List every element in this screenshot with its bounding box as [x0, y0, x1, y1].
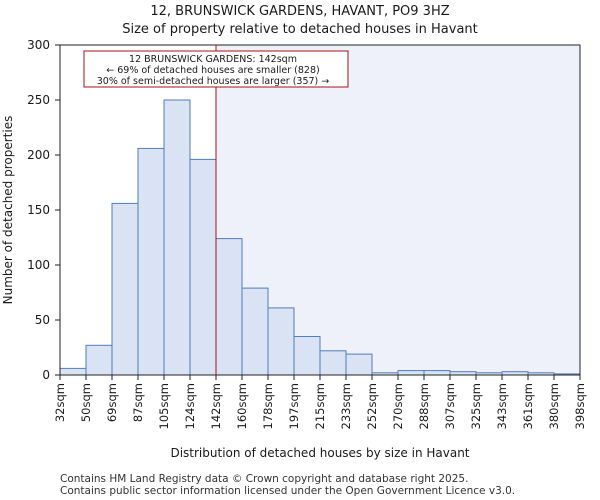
x-tick-label-380sqm: 380sqm — [547, 383, 561, 429]
x-tick-label-178sqm: 178sqm — [261, 383, 275, 429]
y-tick-label-300: 300 — [27, 38, 50, 52]
x-tick-label-398sqm: 398sqm — [573, 383, 587, 429]
y-tick-label-100: 100 — [27, 258, 50, 272]
y-tick-label-250: 250 — [27, 93, 50, 107]
y-tick-label-150: 150 — [27, 203, 50, 217]
x-tick-label-361sqm: 361sqm — [521, 383, 535, 429]
bar-160sqm — [241, 287, 269, 376]
x-tick-label-87sqm: 87sqm — [131, 383, 145, 422]
bar-197sqm — [293, 336, 321, 376]
bar-87sqm — [137, 147, 165, 376]
x-tick-label-343sqm: 343sqm — [495, 383, 509, 429]
x-tick-label-307sqm: 307sqm — [443, 383, 457, 429]
bar-142sqm — [215, 238, 243, 376]
x-tick-label-50sqm: 50sqm — [79, 383, 93, 422]
chart-title: 12, BRUNSWICK GARDENS, HAVANT, PO9 3HZ — [150, 4, 450, 19]
x-tick-label-288sqm: 288sqm — [417, 383, 431, 429]
y-tick-label-200: 200 — [27, 148, 50, 162]
x-tick-label-124sqm: 124sqm — [183, 383, 197, 429]
x-tick-label-325sqm: 325sqm — [469, 383, 483, 429]
annotation-line-3: 30% of semi-detached houses are larger (… — [97, 76, 330, 87]
bar-69sqm — [111, 202, 139, 376]
y-tick-label-0: 0 — [42, 368, 50, 382]
bar-288sqm — [423, 370, 451, 376]
x-tick-label-32sqm: 32sqm — [53, 383, 67, 422]
footer-line-2: Contains public sector information licen… — [60, 485, 516, 497]
x-tick-label-197sqm: 197sqm — [287, 383, 301, 429]
y-axis-label: Number of detached properties — [1, 116, 15, 305]
y-tick-label-50: 50 — [35, 313, 50, 327]
footer-line-1: Contains HM Land Registry data © Crown c… — [60, 473, 469, 485]
annotation-box — [83, 50, 349, 88]
bar-32sqm — [59, 367, 87, 376]
x-tick-label-252sqm: 252sqm — [365, 383, 379, 429]
x-tick-label-215sqm: 215sqm — [313, 383, 327, 429]
bar-178sqm — [267, 307, 295, 376]
annotation-line-1: 12 BRUNSWICK GARDENS: 142sqm — [129, 54, 297, 65]
x-tick-label-142sqm: 142sqm — [209, 383, 223, 429]
bar-50sqm — [85, 344, 113, 376]
x-tick-label-270sqm: 270sqm — [391, 383, 405, 429]
x-tick-label-105sqm: 105sqm — [157, 383, 171, 429]
x-axis-label: Distribution of detached houses by size … — [170, 446, 469, 460]
annotation-line-2: ← 69% of detached houses are smaller (82… — [106, 65, 319, 76]
bar-124sqm — [189, 158, 217, 376]
bar-105sqm — [163, 99, 191, 376]
x-tick-label-233sqm: 233sqm — [339, 383, 353, 429]
bar-233sqm — [345, 353, 373, 376]
bar-215sqm — [319, 350, 347, 376]
chart-subtitle: Size of property relative to detached ho… — [122, 22, 478, 37]
x-tick-label-69sqm: 69sqm — [105, 383, 119, 422]
x-tick-label-160sqm: 160sqm — [235, 383, 249, 429]
bar-270sqm — [397, 370, 425, 376]
